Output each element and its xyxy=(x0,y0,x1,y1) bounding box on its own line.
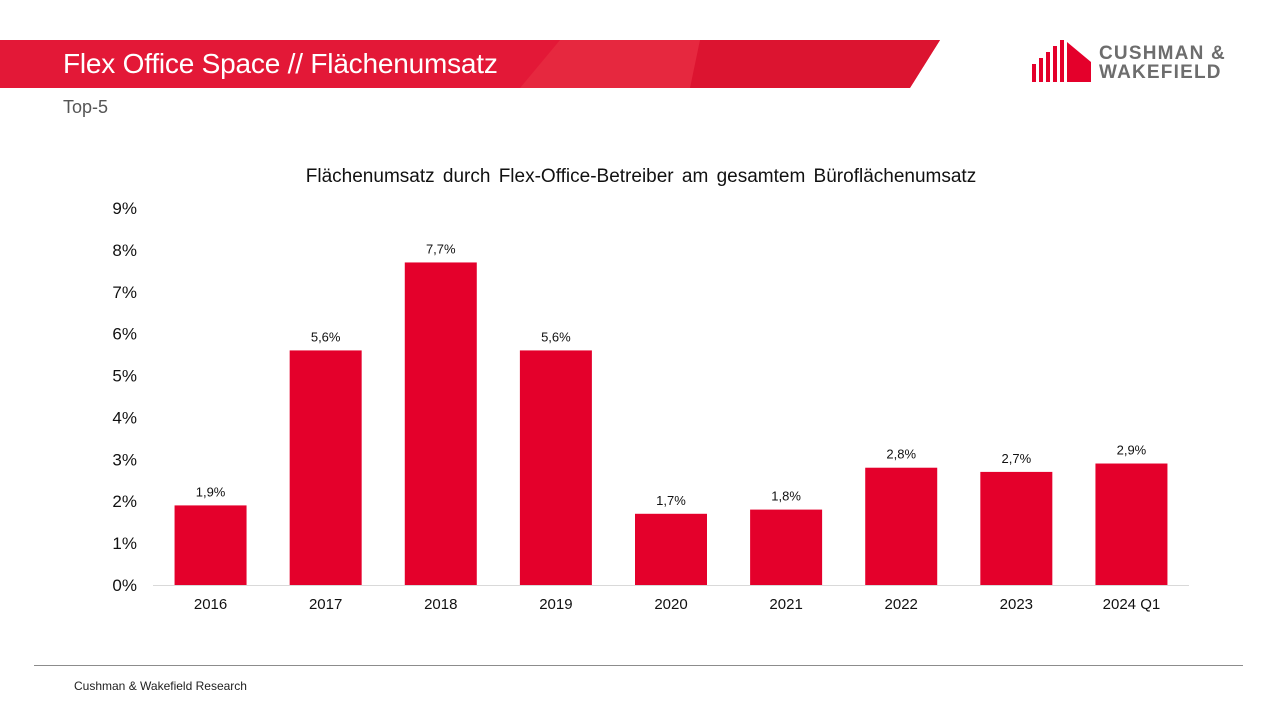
data-label: 1,9% xyxy=(196,484,226,499)
data-label: 2,7% xyxy=(1002,451,1032,466)
bar xyxy=(635,513,707,585)
data-label: 1,8% xyxy=(771,489,801,504)
logo-line-2: WAKEFIELD xyxy=(1099,62,1222,83)
page-subtitle: Top-5 xyxy=(63,97,109,117)
chart-title: Flächenumsatz durch Flex-Office-Betreibe… xyxy=(305,166,977,187)
bar xyxy=(404,262,477,585)
x-tick-label: 2020 xyxy=(654,596,687,613)
y-tick-label: 3% xyxy=(112,450,137,469)
y-tick-label: 7% xyxy=(112,283,137,302)
bar xyxy=(174,505,247,585)
y-tick-label: 0% xyxy=(112,576,137,595)
footer-divider xyxy=(34,665,1243,666)
y-tick-label: 6% xyxy=(112,325,137,344)
y-tick-label: 1% xyxy=(112,534,137,553)
data-label: 5,6% xyxy=(311,329,341,344)
bar-chart: 0% 1% 2% 3% 4% 5% 6% 7% 8% 9% 1,9% 2016 5,6% 2017 7,7%… xyxy=(112,199,1189,613)
data-label: 2,9% xyxy=(1117,443,1147,458)
x-tick-label: 2022 xyxy=(885,596,918,613)
x-tick-label: 2024 Q1 xyxy=(1103,596,1161,613)
y-tick-label: 5% xyxy=(112,367,137,386)
page-title: Flex Office Space // Flächenumsatz xyxy=(63,48,498,79)
data-label: 1,7% xyxy=(656,493,686,508)
title-band xyxy=(0,40,940,88)
x-tick-label: 2019 xyxy=(539,596,572,613)
x-tick-label: 2017 xyxy=(309,596,342,613)
bar xyxy=(980,471,1053,585)
x-tick-label: 2018 xyxy=(424,596,457,613)
y-tick-label: 8% xyxy=(112,241,137,260)
title-band-graphic xyxy=(0,40,940,88)
footer-source: Cushman & Wakefield Research xyxy=(74,679,247,693)
x-tick-label: 2016 xyxy=(194,596,227,613)
logo-line-1: CUSHMAN & xyxy=(1099,43,1226,64)
bar xyxy=(289,350,362,585)
y-tick-label: 9% xyxy=(112,199,137,218)
y-tick-label: 2% xyxy=(112,492,137,511)
logo-text: CUSHMAN & WAKEFIELD xyxy=(1099,44,1226,82)
data-label: 5,6% xyxy=(541,329,571,344)
bar xyxy=(750,509,823,585)
x-tick-label: 2023 xyxy=(1000,596,1033,613)
data-label: 7,7% xyxy=(426,241,456,256)
data-label: 2,8% xyxy=(886,447,916,462)
cushman-wakefield-logo-icon xyxy=(1032,40,1091,82)
bar xyxy=(519,350,592,585)
bar xyxy=(865,467,938,585)
x-tick-label: 2021 xyxy=(769,596,802,613)
bar xyxy=(1095,463,1168,585)
y-tick-label: 4% xyxy=(112,408,137,427)
